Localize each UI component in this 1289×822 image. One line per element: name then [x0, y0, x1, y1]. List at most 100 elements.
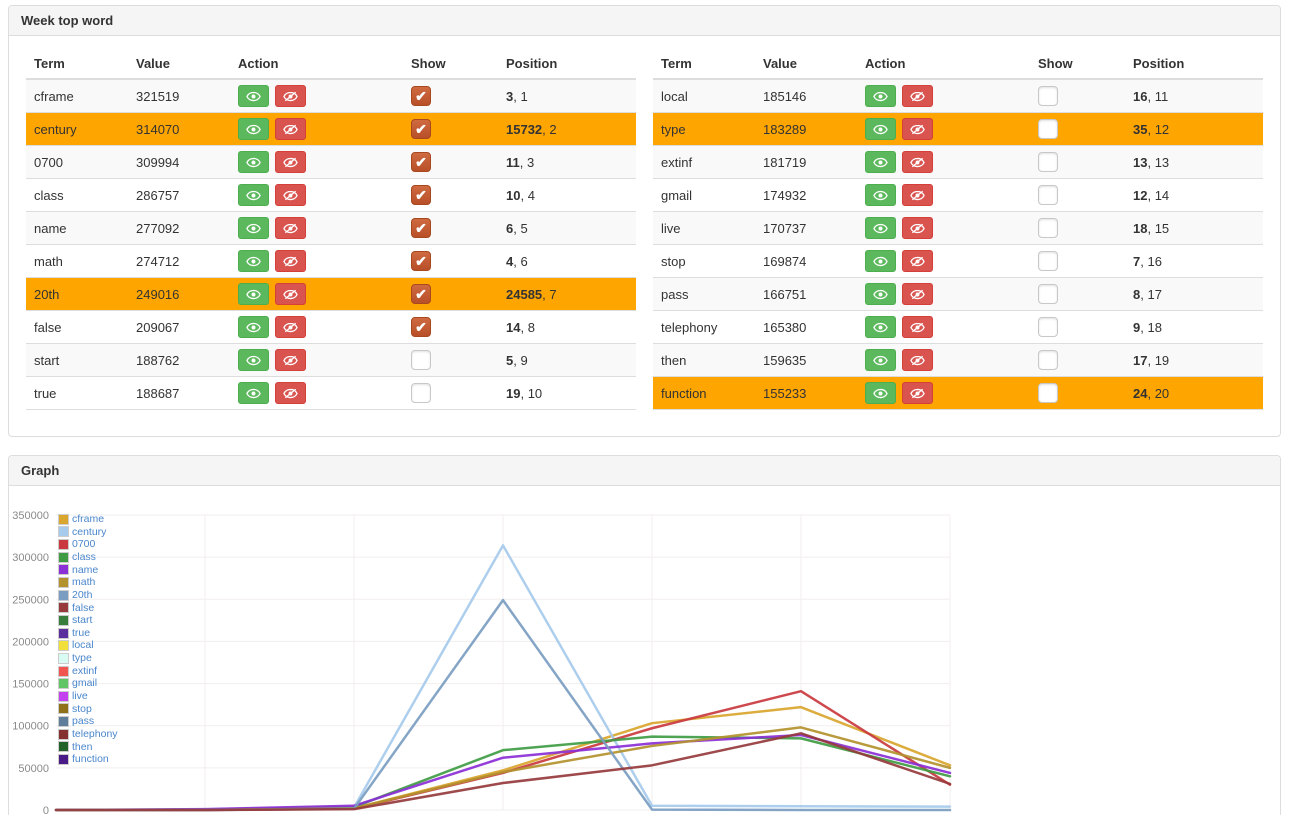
legend-swatch-icon: [58, 614, 69, 626]
hide-term-button[interactable]: [902, 316, 933, 338]
legend-label: name: [72, 563, 99, 576]
hide-term-button[interactable]: [902, 283, 933, 305]
position-rank: , 3: [519, 154, 535, 170]
position-main: 35: [1133, 121, 1148, 137]
show-checkbox[interactable]: [1038, 317, 1058, 337]
term-cell: true: [26, 376, 128, 410]
hide-term-button[interactable]: [275, 85, 306, 107]
show-term-button[interactable]: [865, 349, 896, 371]
y-axis-tick-label: 100000: [12, 721, 49, 733]
action-cell: [230, 376, 403, 410]
show-term-button[interactable]: [865, 217, 896, 239]
show-term-button[interactable]: [238, 217, 269, 239]
term-cell: start: [26, 343, 128, 377]
show-term-button[interactable]: [238, 250, 269, 272]
table-row: name 277092 ✔ 6, 5: [26, 211, 636, 245]
legend-swatch-icon: [58, 526, 69, 538]
show-checkbox[interactable]: ✔: [411, 284, 431, 304]
hide-term-button[interactable]: [902, 349, 933, 371]
show-term-button[interactable]: [865, 151, 896, 173]
eye-slash-icon: [910, 223, 925, 233]
show-checkbox[interactable]: [1038, 86, 1058, 106]
hide-term-button[interactable]: [275, 184, 306, 206]
show-term-button[interactable]: [238, 316, 269, 338]
line-chart: 0 50000 100000 150000 200000 250000 300000 3500…: [9, 491, 1280, 822]
hide-term-button[interactable]: [902, 151, 933, 173]
eye-icon: [246, 157, 261, 167]
eye-slash-icon: [910, 256, 925, 266]
hide-term-button[interactable]: [275, 349, 306, 371]
show-checkbox[interactable]: [411, 383, 431, 403]
show-term-button[interactable]: [238, 85, 269, 107]
show-checkbox[interactable]: ✔: [411, 152, 431, 172]
legend-swatch-icon: [58, 652, 69, 664]
show-term-button[interactable]: [238, 184, 269, 206]
hide-term-button[interactable]: [275, 382, 306, 404]
position-cell: 24, 20: [1125, 376, 1263, 410]
show-checkbox[interactable]: [1038, 185, 1058, 205]
eye-slash-icon: [910, 124, 925, 134]
show-checkbox[interactable]: [1038, 152, 1058, 172]
show-term-button[interactable]: [238, 151, 269, 173]
hide-term-button[interactable]: [902, 250, 933, 272]
hide-term-button[interactable]: [902, 382, 933, 404]
show-cell: [1030, 145, 1125, 179]
eye-slash-icon: [910, 91, 925, 101]
column-header-value: Value: [128, 50, 230, 80]
show-term-button[interactable]: [238, 283, 269, 305]
hide-term-button[interactable]: [275, 250, 306, 272]
show-term-button[interactable]: [238, 349, 269, 371]
show-checkbox[interactable]: [1038, 119, 1058, 139]
show-checkbox[interactable]: ✔: [411, 86, 431, 106]
eye-slash-icon: [283, 157, 298, 167]
hide-term-button[interactable]: [275, 217, 306, 239]
hide-term-button[interactable]: [902, 118, 933, 140]
show-term-button[interactable]: [865, 382, 896, 404]
legend-item: 20th: [58, 589, 118, 602]
show-checkbox[interactable]: ✔: [411, 317, 431, 337]
action-cell: [857, 277, 1030, 311]
show-checkbox[interactable]: [411, 350, 431, 370]
position-cell: 17, 19: [1125, 343, 1263, 377]
action-cell: [857, 211, 1030, 245]
legend-label: true: [72, 626, 91, 639]
show-checkbox[interactable]: ✔: [411, 218, 431, 238]
show-checkbox[interactable]: [1038, 251, 1058, 271]
legend-label: start: [72, 614, 93, 627]
show-term-button[interactable]: [865, 118, 896, 140]
hide-term-button[interactable]: [902, 184, 933, 206]
hide-term-button[interactable]: [902, 217, 933, 239]
hide-term-button[interactable]: [275, 316, 306, 338]
hide-term-button[interactable]: [275, 118, 306, 140]
show-term-button[interactable]: [238, 118, 269, 140]
term-cell: name: [26, 211, 128, 245]
show-checkbox[interactable]: [1038, 350, 1058, 370]
show-term-button[interactable]: [865, 316, 896, 338]
show-checkbox[interactable]: [1038, 284, 1058, 304]
eye-icon: [873, 355, 888, 365]
value-cell: 277092: [128, 211, 230, 245]
show-cell: ✔: [403, 178, 498, 212]
table-row: gmail 174932 12, 14: [653, 178, 1263, 212]
show-checkbox[interactable]: ✔: [411, 251, 431, 271]
hide-term-button[interactable]: [275, 283, 306, 305]
show-checkbox[interactable]: ✔: [411, 185, 431, 205]
eye-slash-icon: [283, 91, 298, 101]
show-term-button[interactable]: [865, 85, 896, 107]
hide-term-button[interactable]: [275, 151, 306, 173]
hide-term-button[interactable]: [902, 85, 933, 107]
show-term-button[interactable]: [865, 283, 896, 305]
action-cell: [230, 178, 403, 212]
eye-slash-icon: [283, 388, 298, 398]
y-axis-tick-label: 150000: [12, 679, 49, 691]
show-term-button[interactable]: [865, 250, 896, 272]
show-checkbox[interactable]: ✔: [411, 119, 431, 139]
show-checkbox[interactable]: [1038, 218, 1058, 238]
show-term-button[interactable]: [865, 184, 896, 206]
eye-icon: [873, 256, 888, 266]
table-header-row: Term Value Action Show Position: [653, 50, 1263, 80]
legend-swatch-icon: [58, 602, 69, 614]
show-term-button[interactable]: [238, 382, 269, 404]
show-checkbox[interactable]: [1038, 383, 1058, 403]
action-cell: [230, 79, 403, 113]
